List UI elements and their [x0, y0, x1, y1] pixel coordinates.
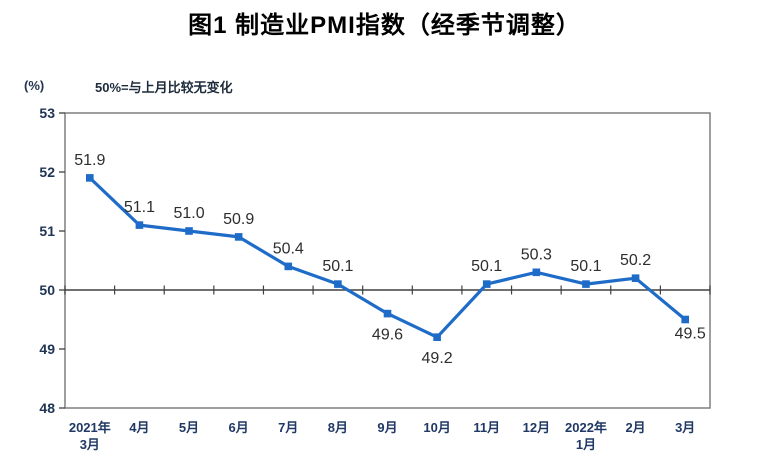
data-point-label: 51.9	[74, 152, 105, 169]
data-point-marker	[234, 233, 243, 241]
data-point-label: 50.4	[273, 240, 304, 257]
x-axis-category-label: 2022年	[565, 420, 607, 435]
y-axis-unit-label: (%)	[24, 78, 45, 93]
x-axis-category-label: 2021年	[69, 420, 111, 435]
data-point-label: 50.3	[521, 246, 552, 263]
y-axis-label: 50	[39, 282, 55, 298]
x-axis-category-label: 11月	[473, 420, 500, 435]
data-point-label: 50.1	[471, 258, 502, 275]
data-point-label: 50.1	[322, 258, 353, 275]
data-point-label: 51.1	[124, 199, 155, 216]
data-point-marker	[185, 227, 193, 235]
y-axis-label: 49	[39, 341, 55, 357]
y-axis-label: 52	[39, 164, 55, 180]
data-point-marker	[86, 174, 94, 182]
data-point-label: 50.9	[223, 211, 254, 228]
data-point-label: 51.0	[173, 205, 204, 222]
x-axis-category-label: 7月	[278, 420, 298, 435]
x-axis-category-label: 3月	[80, 437, 100, 452]
plot-frame	[64, 112, 711, 409]
x-axis-category-label: 6月	[229, 420, 249, 435]
x-axis-category-label: 1月	[576, 437, 596, 452]
data-point-marker	[582, 280, 590, 288]
chart-title: 图1 制造业PMI指数（经季节调整）	[188, 12, 581, 39]
data-point-label: 49.6	[372, 327, 403, 344]
data-point-marker	[532, 268, 541, 277]
x-axis-category-label: 10月	[423, 420, 450, 435]
data-point-marker	[482, 280, 491, 288]
x-axis-category-label: 9月	[377, 420, 397, 435]
data-point-marker	[383, 309, 392, 318]
data-point-marker	[334, 280, 342, 288]
data-point-marker	[284, 262, 293, 271]
x-axis-category-label: 3月	[675, 420, 695, 435]
data-point-marker	[681, 315, 689, 324]
data-point-label: 49.5	[675, 326, 706, 343]
data-point-marker	[135, 221, 144, 229]
x-axis-category-label: 5月	[179, 420, 199, 435]
x-axis-category-label: 12月	[523, 420, 550, 435]
data-point-label: 50.1	[570, 258, 601, 275]
y-axis-label: 53	[39, 105, 55, 121]
y-axis-label: 51	[39, 223, 55, 239]
x-axis-category-label: 4月	[129, 420, 149, 435]
reference-note: 50%=与上月比较无变化	[95, 80, 233, 95]
data-point-label: 50.2	[620, 252, 651, 269]
data-point-label: 49.2	[422, 350, 453, 367]
data-point-marker	[631, 274, 640, 282]
data-point-marker	[433, 333, 441, 341]
x-axis-category-label: 8月	[328, 420, 348, 435]
x-axis-category-label: 2月	[625, 420, 645, 435]
y-axis-label: 48	[39, 400, 55, 416]
